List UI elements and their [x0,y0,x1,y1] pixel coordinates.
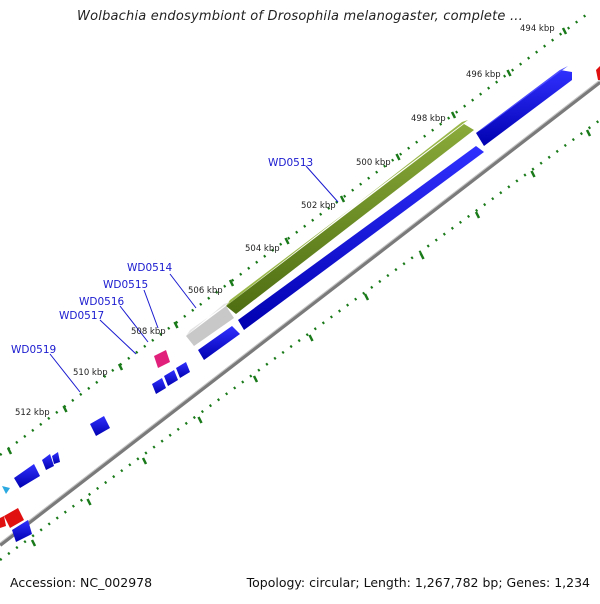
leader-wd0513 [305,165,339,203]
gene-small-4[interactable] [90,416,110,436]
leader-wd0516 [119,305,149,343]
inner-ruler-line [0,118,600,562]
gene-small-8[interactable] [12,520,32,542]
gene-blue-large-forward[interactable] [476,70,572,146]
ruler-label-500: 500 kbp [356,158,391,168]
genome-backbone-highlight [0,79,600,544]
gene-wd0514[interactable] [186,306,234,346]
gene-small-5[interactable] [14,464,40,488]
leader-wd0519 [49,353,81,393]
inner-track-tick [474,211,481,219]
ruler-label-496: 496 kbp [466,70,501,80]
gene-wd0513[interactable] [226,124,474,314]
ruler-label-510: 510 kbp [73,368,108,378]
label-wd0519[interactable]: WD0519 [11,344,56,356]
ruler-label-512: 512 kbp [15,408,50,418]
gene-small-6[interactable] [42,454,54,470]
leader-wd0517 [99,319,137,355]
ruler-major-tick [173,321,179,329]
inner-track-tick [141,457,148,465]
inner-track-tick [419,252,425,260]
ruler-label-504: 504 kbp [245,244,280,254]
ruler-major-tick [561,27,568,35]
ruler-major-tick [395,153,401,161]
ruler-major-tick [284,237,290,245]
leader-wd0515 [143,289,159,329]
genome-backbone [0,80,600,547]
gene-red-edge[interactable] [596,66,600,80]
gene-small-1[interactable] [176,362,190,378]
gene-red-1[interactable] [4,508,24,528]
ruler-major-tick [339,195,346,203]
inner-track-tick [197,416,203,424]
label-wd0517[interactable]: WD0517 [59,310,104,322]
ruler-major-tick [117,363,124,371]
inner-track-tick [530,170,536,178]
outer-ruler-line [0,11,591,456]
inner-track-tick [363,293,370,301]
ruler-label-502: 502 kbp [301,201,336,211]
ruler-major-tick [6,447,13,455]
gene-red-left-edge[interactable] [0,516,6,528]
ruler-label-494: 494 kbp [520,24,555,34]
ruler-major-tick [228,279,235,287]
ruler-ticks [6,27,592,547]
gene-blue-long-inner[interactable] [238,146,484,330]
inner-track-tick [30,539,37,547]
gene-blue-short[interactable] [198,326,240,360]
gene-blue-large-top[interactable] [476,66,568,133]
label-wd0514[interactable]: WD0514 [127,262,173,274]
ruler-major-tick [62,405,68,413]
label-wd0513[interactable]: WD0513 [268,157,313,169]
label-wd0515[interactable]: WD0515 [103,279,148,291]
leader-wd0514 [169,273,197,309]
inner-track-tick [252,375,259,383]
ruler-label-498: 498 kbp [411,114,446,124]
sequence-title: Wolbachia endosymbiont of Drosophila mel… [77,9,523,24]
gene-small-2[interactable] [164,370,178,386]
label-wd0516[interactable]: WD0516 [79,296,125,308]
gene-small-7[interactable] [52,452,60,464]
inner-track-tick [585,129,592,137]
inner-track-tick [86,498,92,506]
ruler-major-tick [450,111,457,119]
topology-summary: Topology: circular; Length: 1,267,782 bp… [246,575,590,590]
accession-text: Accession: NC_002978 [10,575,153,590]
gene-pink[interactable] [154,350,170,368]
gene-small-3[interactable] [152,378,166,394]
gene-cyan-arrow[interactable] [2,486,10,494]
inner-track-tick [308,334,314,342]
ruler-label-508: 508 kbp [131,327,166,337]
ruler-label-506: 506 kbp [188,286,223,296]
ruler-major-tick [506,69,512,77]
